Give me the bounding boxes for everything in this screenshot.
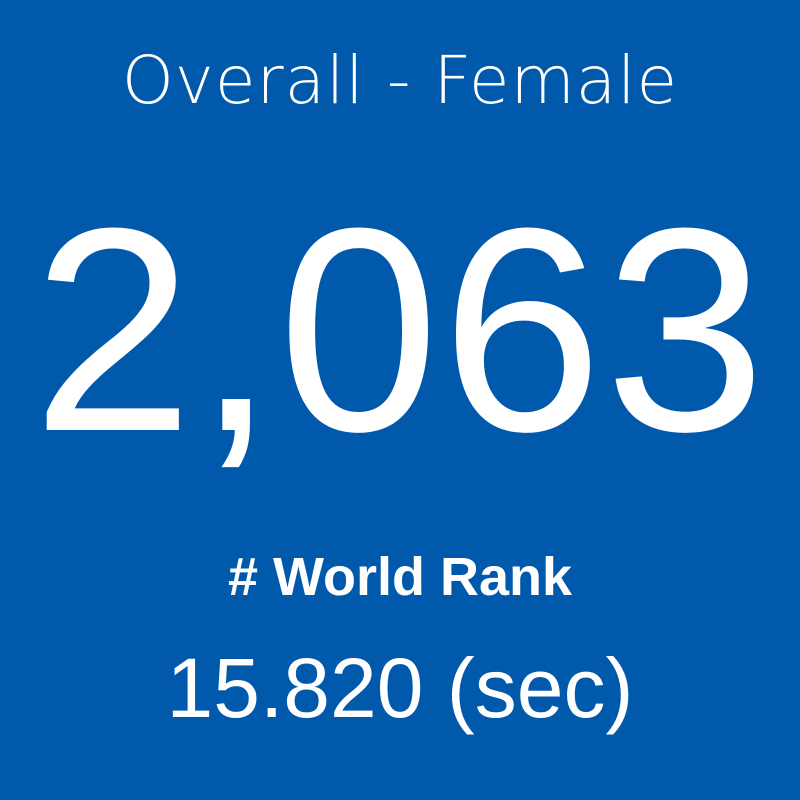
- rank-value: 2,063: [32, 168, 768, 492]
- rank-label: # World Rank: [227, 547, 573, 607]
- time-value: 15.820 (sec): [166, 641, 634, 735]
- tile-title: Overall - Female: [121, 42, 679, 119]
